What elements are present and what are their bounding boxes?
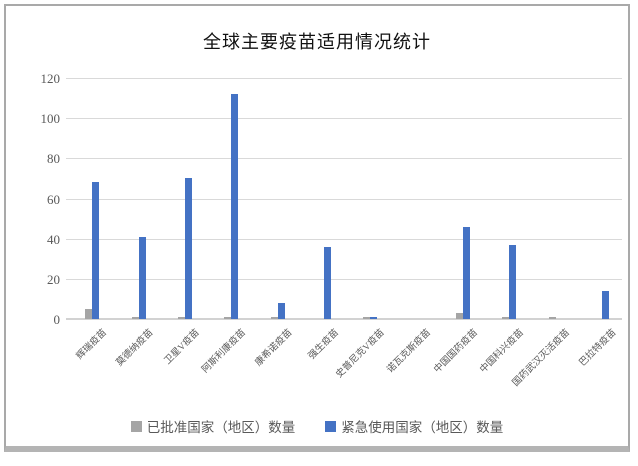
bar-approved [270,317,278,319]
bar-approved [363,317,371,319]
bar-approved [224,317,232,319]
legend-item: 紧急使用国家（地区）数量 [325,416,503,436]
y-tick-label: 40 [47,231,60,247]
x-category-label: 巴拉特疫苗 [578,327,619,369]
bar-approved [455,312,463,319]
bar-emergency [323,246,331,319]
x-axis-line [66,318,622,320]
x-category-label: 辉瑞疫苗 [75,327,110,362]
gridline [66,118,622,120]
legend-label: 已批准国家（地区）数量 [146,420,296,435]
legend: 已批准国家（地区）数量 紧急使用国家（地区）数量 [6,416,628,436]
bar-emergency [462,226,470,319]
bar-emergency [370,317,378,319]
legend-label: 紧急使用国家（地区）数量 [341,420,504,435]
y-tick-label: 100 [40,111,61,127]
y-tick-label: 20 [47,271,60,287]
legend-swatch-icon [130,420,142,432]
gridline [66,198,622,200]
plot-area [66,78,622,320]
bar-emergency [601,290,609,319]
y-tick-label: 120 [40,71,61,86]
chart-frame: 全球主要疫苗适用情况统计 0 20 40 60 80 100 120 辉瑞疫苗 莫德纳疫苗 卫星… [4,4,630,452]
gridline [66,78,622,79]
legend-swatch-icon [325,420,337,432]
x-category-label: 卫星V疫苗 [162,327,202,367]
gridline [66,238,622,240]
bar-approved [502,317,510,319]
bar-approved [85,308,93,319]
x-category-label: 莫德纳疫苗 [114,327,156,369]
x-category-label: 诺瓦克斯疫苗 [386,327,434,376]
legend-item: 已批准国家（地区）数量 [130,416,296,436]
gridline [66,158,622,160]
bar-emergency [277,302,285,319]
bar-approved [177,317,185,319]
y-tick-label: 80 [47,151,60,167]
bar-emergency [184,178,192,319]
y-tick-label: 60 [47,191,60,207]
chart-title: 全球主要疫苗适用情况统计 [203,32,431,52]
y-tick-label: 0 [53,312,61,327]
bar-approved [548,317,556,319]
bar-emergency [231,94,239,319]
x-category-label: 康希诺疫苗 [253,327,295,369]
bar-approved [131,317,139,319]
bar-emergency [138,236,146,319]
bar-emergency [92,182,100,319]
x-category-label: 强生疫苗 [306,327,341,362]
bar-emergency [509,244,517,319]
x-category-label: 中国国药疫苗 [432,327,480,376]
x-category-label: 阿斯利康疫苗 [200,327,249,376]
gridline [66,278,622,280]
